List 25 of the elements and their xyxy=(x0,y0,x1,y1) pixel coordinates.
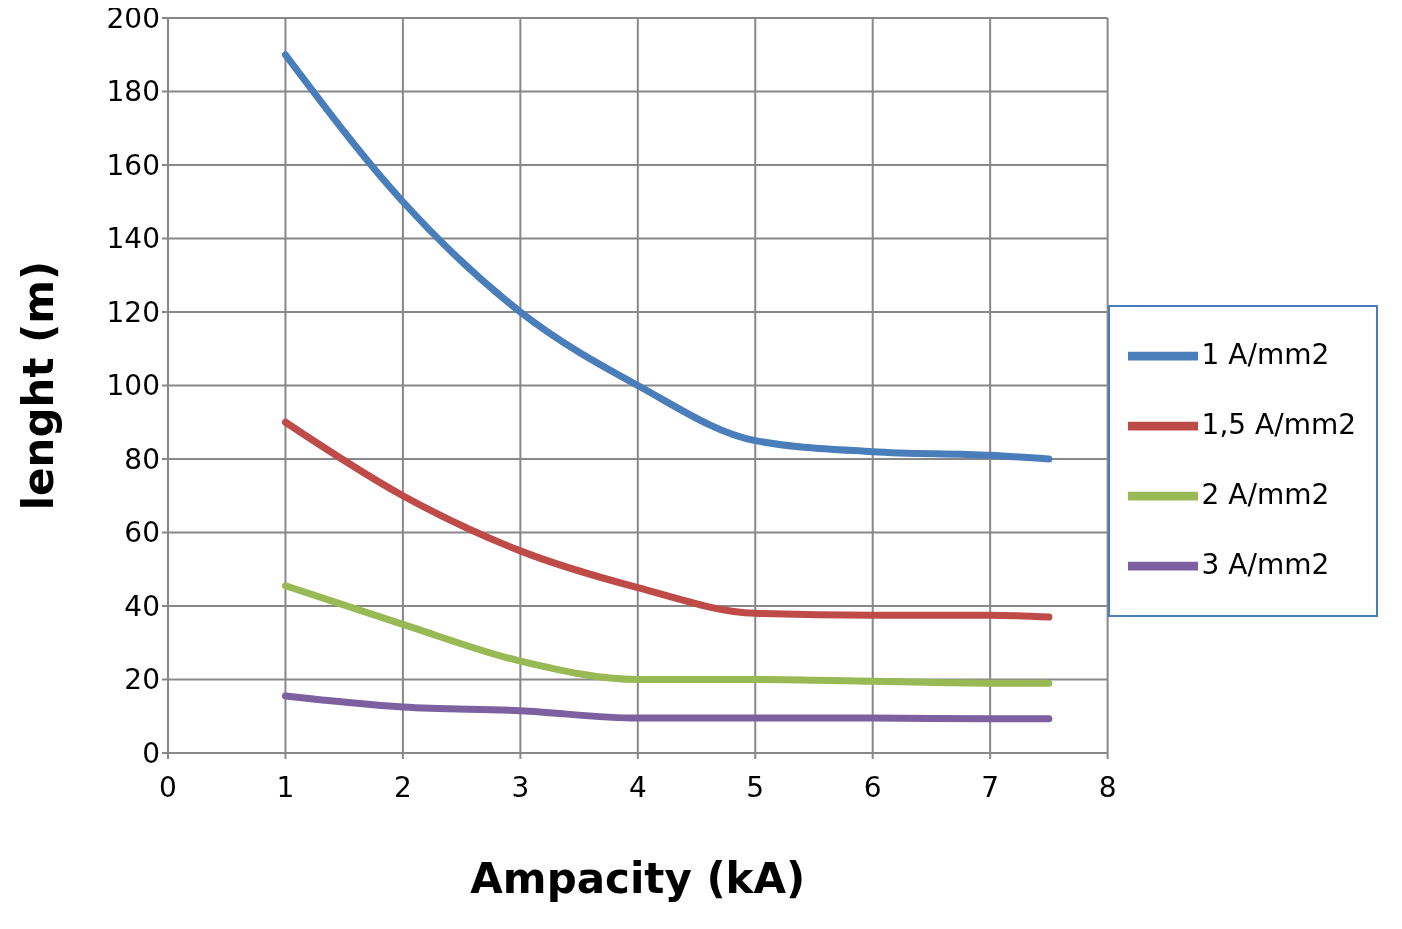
y-tick-label: 80 xyxy=(124,442,160,476)
y-axis-title: lenght (m) xyxy=(13,260,63,511)
y-tick-label: 140 xyxy=(106,222,160,256)
legend-label: 1,5 A/mm2 xyxy=(1201,407,1356,441)
y-tick-label: 60 xyxy=(124,516,160,550)
x-tick-label: 5 xyxy=(746,770,765,804)
y-tick-label: 200 xyxy=(106,1,160,35)
legend-label: 3 A/mm2 xyxy=(1201,547,1330,581)
y-tick-label: 160 xyxy=(106,148,160,182)
x-tick-label: 1 xyxy=(276,770,295,804)
x-tick-label: 7 xyxy=(981,770,1000,804)
x-tick-label: 8 xyxy=(1098,770,1117,804)
y-tick-label: 0 xyxy=(142,736,160,770)
x-tick-label: 3 xyxy=(511,770,530,804)
legend-label: 2 A/mm2 xyxy=(1201,477,1330,511)
x-tick-label: 6 xyxy=(863,770,882,804)
x-tick-label: 2 xyxy=(393,770,412,804)
y-tick-label: 100 xyxy=(106,369,160,403)
y-tick-label: 180 xyxy=(106,75,160,109)
legend-label: 1 A/mm2 xyxy=(1201,337,1330,371)
x-axis-title: Ampacity (kA) xyxy=(470,854,806,903)
x-tick-label: 4 xyxy=(628,770,647,804)
y-tick-label: 120 xyxy=(106,295,160,329)
y-tick-label: 20 xyxy=(124,663,160,697)
y-tick-label: 40 xyxy=(124,589,160,623)
